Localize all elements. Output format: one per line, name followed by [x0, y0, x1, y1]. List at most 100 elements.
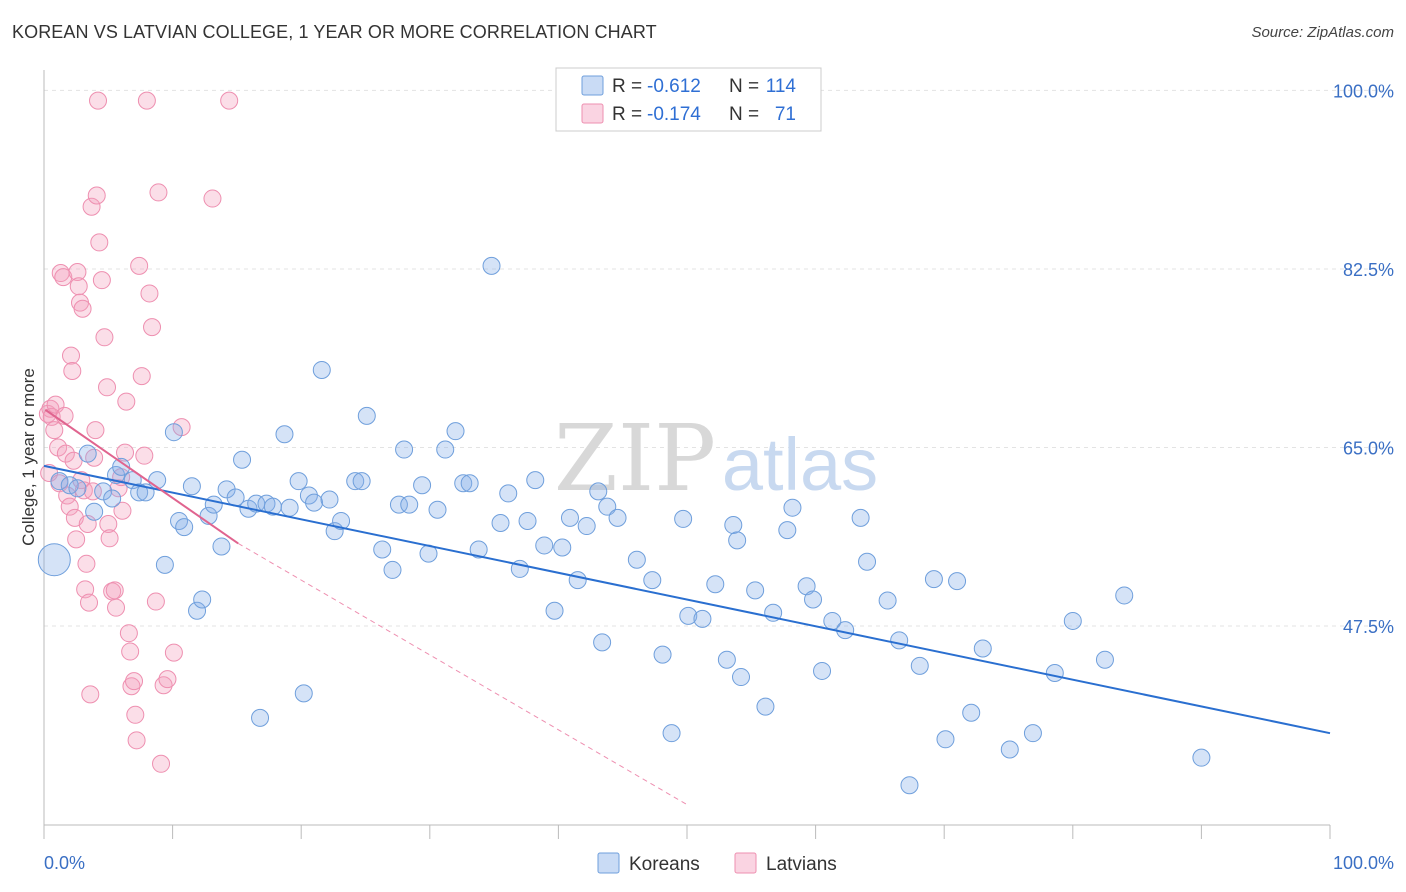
- koreans-point: [204, 495, 223, 514]
- latvians-point: [72, 471, 91, 490]
- latvians-point: [81, 685, 100, 704]
- latvians-point: [54, 268, 73, 287]
- koreans-point: [804, 590, 823, 609]
- latvians-trend-line: [44, 408, 239, 545]
- koreans-series-swatch: [597, 852, 620, 874]
- koreans-points: [37, 256, 1211, 795]
- y-tick-label: 100.0%: [1333, 81, 1394, 101]
- koreans-point: [94, 482, 113, 501]
- latvians-point: [105, 581, 124, 600]
- latvians-point: [130, 256, 149, 275]
- koreans-point: [170, 511, 189, 530]
- latvians-point: [74, 481, 93, 500]
- latvians-point: [56, 444, 75, 463]
- latvians-point: [69, 277, 88, 296]
- koreans-point: [728, 531, 747, 550]
- koreans-point: [413, 476, 432, 495]
- latvians-point: [143, 318, 162, 337]
- koreans-point: [346, 472, 365, 491]
- koreans-point: [446, 422, 465, 441]
- series-legend: Koreans Latvians: [597, 852, 837, 875]
- watermark-atlas: atlas: [722, 423, 878, 506]
- latvians-point: [116, 443, 135, 462]
- koreans-point: [732, 668, 751, 687]
- koreans-point: [627, 550, 646, 569]
- koreans-n-value: 114: [766, 76, 797, 97]
- latvians-point: [99, 515, 118, 534]
- koreans-point: [526, 471, 545, 490]
- koreans-point: [233, 450, 252, 469]
- koreans-point: [373, 540, 392, 559]
- latvians-point: [87, 186, 106, 205]
- grid-lines: [44, 89, 1395, 627]
- koreans-point: [836, 621, 855, 640]
- latvians-r-label: R =: [612, 104, 642, 125]
- koreans-point: [756, 697, 775, 716]
- koreans-point: [598, 497, 617, 516]
- koreans-point: [383, 560, 402, 579]
- koreans-point: [973, 639, 992, 658]
- koreans-point: [1063, 611, 1082, 630]
- y-tick-label: 82.5%: [1343, 260, 1394, 280]
- y-axis-title: College, 1 year or more: [19, 368, 38, 546]
- koreans-point: [175, 518, 194, 537]
- y-tick-label: 47.5%: [1343, 617, 1394, 637]
- latvians-n-label: N =: [729, 104, 759, 125]
- latvians-point: [164, 643, 183, 662]
- koreans-point: [1045, 663, 1064, 682]
- koreans-point: [568, 571, 587, 590]
- latvians-point: [158, 670, 177, 689]
- koreans-point: [182, 477, 201, 496]
- latvians-point: [92, 271, 111, 290]
- koreans-point: [535, 536, 554, 555]
- latvians-series-label: Latvians: [766, 854, 837, 875]
- latvians-point: [146, 592, 165, 611]
- latvians-point: [132, 367, 151, 386]
- koreans-point: [1000, 740, 1019, 759]
- x-tick-label-min: 0.0%: [44, 853, 85, 873]
- koreans-point: [352, 472, 371, 491]
- latvians-point: [58, 486, 77, 505]
- y-tick-label: 65.0%: [1343, 439, 1394, 459]
- x-tick-label-max: 100.0%: [1333, 853, 1394, 873]
- latvians-point: [135, 446, 154, 465]
- koreans-point: [499, 484, 518, 503]
- stats-legend-box: [555, 67, 822, 132]
- koreans-trend-line: [43, 464, 1331, 735]
- koreans-n-label: N =: [729, 76, 759, 97]
- latvians-point: [45, 421, 64, 440]
- latvians-point: [86, 421, 105, 440]
- latvians-point: [220, 91, 239, 110]
- koreans-point: [469, 540, 488, 559]
- koreans-point: [112, 457, 131, 476]
- latvians-point: [77, 554, 96, 573]
- latvians-point: [67, 530, 86, 549]
- latvians-point: [119, 624, 138, 643]
- latvians-trend-extension: [237, 542, 688, 806]
- koreans-point: [289, 472, 308, 491]
- latvians-point: [68, 263, 87, 282]
- koreans-point: [436, 440, 455, 459]
- latvians-point: [82, 197, 101, 216]
- koreans-point: [103, 489, 122, 508]
- latvians-point: [83, 482, 102, 501]
- latvians-point: [73, 299, 92, 318]
- koreans-point: [37, 543, 71, 577]
- source-label: Source: ZipAtlas.com: [1251, 24, 1394, 41]
- koreans-point: [294, 684, 313, 703]
- x-axis-ticks: [43, 825, 1331, 839]
- koreans-point: [778, 521, 797, 540]
- koreans-point: [320, 490, 339, 509]
- koreans-point: [482, 256, 501, 275]
- koreans-point: [212, 537, 231, 556]
- koreans-point: [924, 570, 943, 589]
- latvians-point: [122, 677, 141, 696]
- koreans-point: [662, 724, 681, 743]
- koreans-point: [357, 406, 376, 425]
- koreans-point: [332, 511, 351, 530]
- koreans-point: [460, 474, 479, 493]
- koreans-point: [890, 631, 909, 650]
- latvians-point: [90, 233, 109, 252]
- koreans-point: [78, 444, 97, 463]
